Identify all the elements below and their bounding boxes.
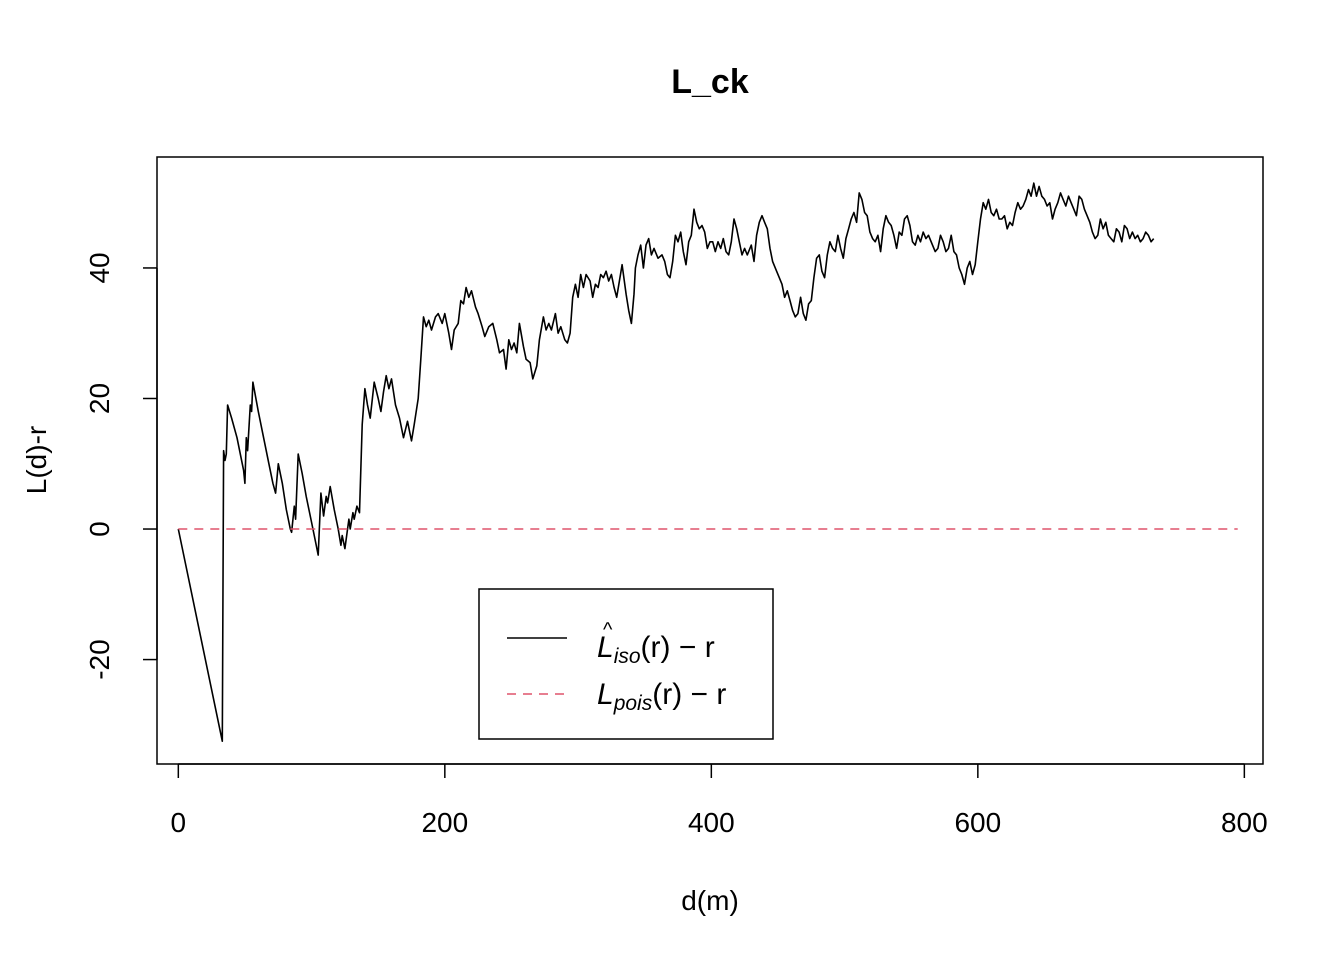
x-tick-label: 400 [688,807,735,838]
y-tick-label: 40 [84,252,115,283]
y-tick-label: 0 [84,521,115,537]
legend-hat-iso: ^ [603,619,613,641]
x-axis: 0 200 400 600 800 [171,763,1268,838]
y-axis-label: L(d)-r [21,426,52,494]
x-tick-label: 200 [421,807,468,838]
y-axis: -20 0 20 40 [84,252,158,680]
x-axis-label: d(m) [681,885,739,916]
series-layer [177,182,1238,743]
chart-title: L_ck [671,63,749,101]
legend-label-pois: Lpois(r) − r [597,678,726,715]
x-tick-label: 800 [1221,807,1268,838]
y-tick-label: 20 [84,383,115,414]
legend-box [478,588,774,740]
x-tick-label: 600 [954,807,1001,838]
x-tick-label: 0 [171,807,187,838]
legend-label-iso: Liso(r) − r [597,631,715,668]
legend: Liso(r) − r ^ Lpois(r) − r [478,588,774,740]
series-line-iso [177,182,1155,743]
y-tick-label: -20 [84,639,115,679]
